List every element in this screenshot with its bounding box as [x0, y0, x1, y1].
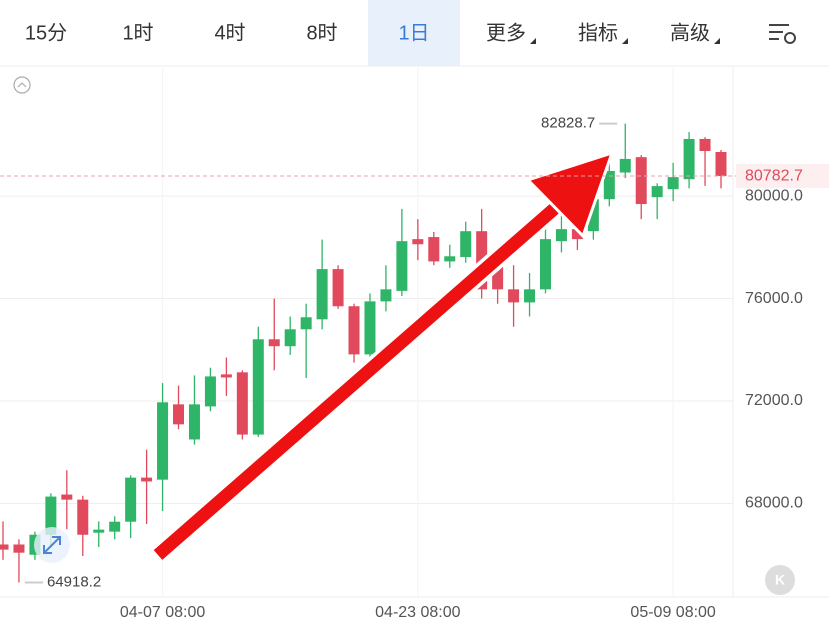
arrow-head: [525, 150, 615, 239]
candle-body: [157, 402, 169, 480]
candle-body: [699, 138, 711, 152]
candle-body: [61, 494, 73, 500]
max-label: 82828.7: [541, 115, 595, 132]
candle-body: [0, 544, 9, 550]
candle-body: [444, 256, 456, 262]
zoom-icon: [43, 536, 61, 554]
x-tick-label: 05-09 08:00: [630, 604, 716, 621]
candle-body: [268, 339, 280, 347]
tab[interactable]: 1日: [398, 22, 429, 44]
candle-body: [300, 317, 312, 330]
candle-body: [524, 289, 536, 303]
x-tick-label: 04-23 08:00: [375, 604, 461, 621]
y-tick-label: 80000.0: [745, 187, 803, 204]
candle-body: [635, 157, 647, 205]
candle-body: [173, 404, 185, 425]
candle-body: [252, 339, 264, 435]
candle-body: [13, 544, 25, 553]
candle-body: [204, 376, 216, 407]
y-tick-label: 68000.0: [745, 495, 803, 512]
candle-body: [587, 199, 599, 232]
candle-body: [332, 269, 344, 307]
candle-body: [460, 231, 472, 258]
candle-body: [364, 301, 376, 355]
tab[interactable]: 更多: [486, 21, 526, 44]
candle-body: [603, 170, 615, 200]
dropdown-caret: [530, 38, 536, 44]
scroll-button[interactable]: [765, 565, 795, 595]
candle-body: [651, 186, 663, 198]
y-tick-label: 76000.0: [745, 290, 803, 307]
arrow-shaft: [153, 190, 575, 560]
collapse-icon: [17, 82, 27, 88]
candle-body: [284, 329, 296, 347]
candle-body: [348, 306, 360, 355]
candle-body: [412, 239, 424, 245]
candle-body: [236, 372, 248, 435]
candle-body: [571, 229, 583, 240]
tab[interactable]: 4时: [214, 21, 245, 44]
candle-body: [109, 521, 121, 532]
candle-body: [508, 289, 520, 303]
candle-body: [316, 269, 328, 320]
last-price-bg: [736, 164, 829, 189]
candle-body: [188, 404, 200, 440]
candle-body: [492, 259, 504, 290]
collapse-button[interactable]: [13, 76, 31, 94]
tab[interactable]: 1时: [122, 21, 153, 44]
tab[interactable]: 指标: [578, 21, 618, 44]
candle-body: [396, 241, 408, 291]
candle-body: [380, 289, 392, 302]
min-label: 64918.2: [47, 573, 101, 590]
candle-body: [77, 499, 89, 535]
candle-body: [93, 529, 105, 533]
icon-gear: [784, 32, 796, 44]
last-price-label: 80782.7: [745, 167, 803, 184]
candle-body: [220, 374, 232, 378]
plot: [0, 68, 733, 597]
candle-body: [141, 477, 153, 482]
candle-body: [428, 237, 440, 262]
settings-icon[interactable]: [769, 24, 796, 44]
candle-body: [619, 158, 631, 173]
candle-body: [715, 152, 727, 177]
candle-body: [555, 229, 567, 242]
trend-arrow: [151, 150, 615, 563]
tab[interactable]: 高级: [670, 21, 710, 44]
tab[interactable]: 15分: [25, 21, 67, 44]
dropdown-caret: [714, 38, 720, 44]
candle-body: [45, 496, 57, 535]
scroll-icon: K: [775, 572, 785, 588]
tab[interactable]: 8时: [306, 21, 337, 44]
candle-body: [539, 239, 551, 290]
dropdown-caret: [622, 38, 628, 44]
tab-active-bg: [368, 0, 460, 66]
candle-body: [125, 477, 137, 522]
candle-body: [667, 177, 679, 190]
y-tick-label: 72000.0: [745, 392, 803, 409]
candle-body: [683, 138, 695, 180]
x-tick-label: 04-07 08:00: [120, 604, 206, 621]
